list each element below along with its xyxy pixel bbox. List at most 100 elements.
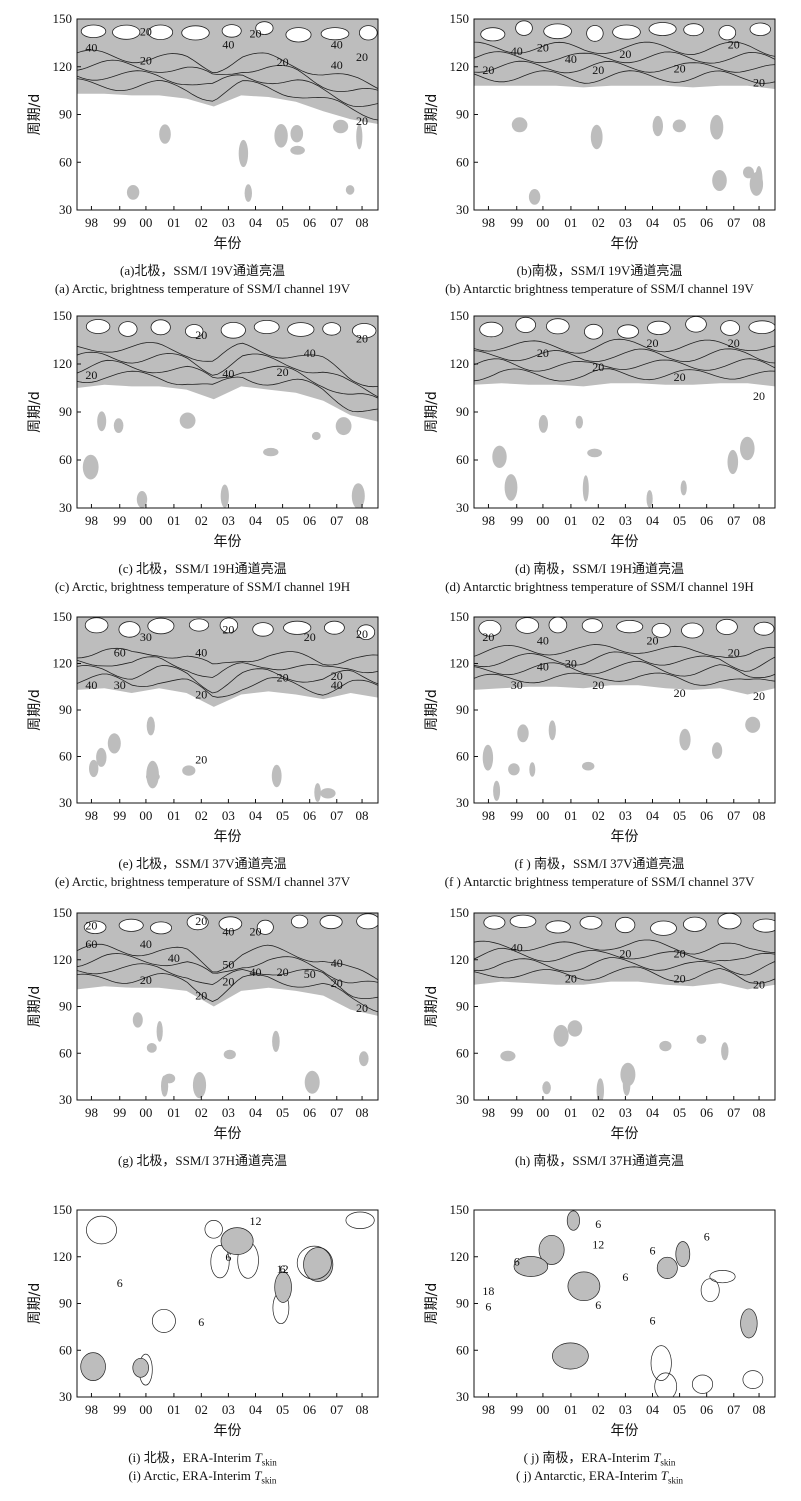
low-power-cell-e xyxy=(188,618,210,632)
contour-label-g: 40 xyxy=(331,956,343,970)
y-tick-label-b: 150 xyxy=(450,11,470,26)
power-band-h xyxy=(474,913,775,990)
contour-label-g: 20 xyxy=(140,973,152,987)
contour-label-b: 20 xyxy=(753,76,765,90)
significance-patch-h xyxy=(596,1078,604,1100)
contour-ring-i xyxy=(303,1247,334,1282)
significance-patch-g xyxy=(192,1072,207,1099)
low-power-cell-f xyxy=(548,617,568,634)
low-power-cell-b xyxy=(683,23,704,37)
y-tick-label-i: 90 xyxy=(59,1296,72,1311)
y-tick-label-f: 120 xyxy=(450,656,470,671)
significance-patch-a xyxy=(238,139,249,168)
x-tick-label-d: 02 xyxy=(592,513,605,528)
y-axis-label-g: 周期/d xyxy=(27,986,43,1028)
y-axis-label-b: 周期/d xyxy=(424,94,440,136)
y-tick-label-h: 150 xyxy=(450,905,470,920)
y-tick-label-e: 120 xyxy=(53,656,73,671)
contour-line-a xyxy=(77,49,378,89)
low-power-cell-g xyxy=(256,919,274,935)
low-power-cell-b xyxy=(515,20,533,36)
y-tick-label-a: 30 xyxy=(59,202,72,217)
y-tick-label-f: 60 xyxy=(456,749,469,764)
y-tick-label-j: 150 xyxy=(450,1202,470,1217)
contour-label-i: 6 xyxy=(280,1262,286,1276)
x-tick-label-g: 98 xyxy=(85,1105,98,1120)
x-tick-label-c: 08 xyxy=(356,513,369,528)
contour-label-e: 20 xyxy=(304,630,316,644)
contour-line-a xyxy=(77,59,378,92)
caption-en-i: (i) Arctic, ERA-Interim Tskin xyxy=(128,1468,277,1486)
contour-label-g: 20 xyxy=(195,989,207,1003)
caption-variable: T xyxy=(254,1468,262,1483)
contour-ring-i xyxy=(296,1245,332,1280)
low-power-cell-f xyxy=(581,618,603,633)
low-power-cell-a xyxy=(320,27,350,41)
contour-ring-i xyxy=(345,1211,375,1229)
significance-patch-e xyxy=(89,759,99,778)
plot-area-e xyxy=(77,617,378,802)
low-power-cell-e xyxy=(252,622,274,637)
low-power-cell-g xyxy=(186,914,209,931)
contour-ring-j xyxy=(675,1241,691,1268)
contour-label-b: 20 xyxy=(482,63,494,77)
y-tick-label-b: 120 xyxy=(450,59,470,74)
significance-patch-h xyxy=(721,1042,729,1061)
significance-patch-b xyxy=(511,117,528,133)
y-tick-label-a: 90 xyxy=(59,107,72,122)
contour-label-d: 20 xyxy=(647,336,659,350)
contour-line-f xyxy=(474,651,775,672)
x-tick-label-b: 02 xyxy=(592,215,605,230)
significance-patch-h xyxy=(542,1081,551,1095)
significance-patch-g xyxy=(272,1030,280,1052)
significance-patch-g xyxy=(304,1070,320,1094)
significance-patch-a xyxy=(290,125,304,143)
x-tick-label-i: 04 xyxy=(249,1402,263,1417)
plot-area-b xyxy=(474,19,775,205)
y-tick-label-e: 60 xyxy=(59,749,72,764)
significance-patch-c xyxy=(351,483,365,508)
x-tick-label-g: 05 xyxy=(276,1105,289,1120)
y-tick-label-c: 120 xyxy=(53,356,73,371)
y-tick-label-h: 120 xyxy=(450,952,470,967)
contour-label-c: 40 xyxy=(222,367,234,381)
significance-patch-c xyxy=(179,412,196,429)
contour-line-h xyxy=(474,947,775,962)
y-axis-label-i: 周期/d xyxy=(27,1283,43,1325)
low-power-cell-b xyxy=(480,27,506,42)
significance-patch-a xyxy=(274,124,288,148)
significance-patch-d xyxy=(587,448,602,458)
x-tick-label-c: 98 xyxy=(85,513,98,528)
caption-cn-e: (e) 北极，SSM/I 37V通道亮温 xyxy=(118,856,287,871)
x-tick-label-b: 04 xyxy=(646,215,660,230)
panel-j: 6 18 6 6 12 6 6 6 6 6 30 60 90 120 150 98 99 00 01 02 03 04 05… xyxy=(424,1202,776,1439)
x-axis-label-h: 年份 xyxy=(611,1126,639,1142)
x-tick-label-f: 07 xyxy=(727,808,741,823)
significance-patch-b xyxy=(710,114,724,140)
x-tick-label-e: 00 xyxy=(139,808,152,823)
significance-patch-d xyxy=(646,490,653,508)
significance-patch-g xyxy=(156,1021,163,1042)
low-power-cell-h xyxy=(682,916,707,932)
contour-ring-j xyxy=(513,1256,549,1277)
x-tick-label-b: 08 xyxy=(753,215,766,230)
significance-patch-d xyxy=(575,415,583,429)
x-tick-label-b: 07 xyxy=(727,215,741,230)
contour-line-d xyxy=(474,358,775,372)
contour-ring-i xyxy=(151,1308,176,1333)
x-tick-label-f: 04 xyxy=(646,808,660,823)
contour-label-e: 20 xyxy=(195,753,207,767)
significance-patch-c xyxy=(220,484,229,508)
low-power-cell-d xyxy=(583,323,604,340)
contour-label-g: 20 xyxy=(277,965,289,979)
y-tick-label-f: 30 xyxy=(456,795,469,810)
significance-patch-d xyxy=(582,475,589,502)
low-power-cell-a xyxy=(112,24,141,40)
x-tick-label-b: 00 xyxy=(536,215,549,230)
x-tick-label-i: 00 xyxy=(139,1402,152,1417)
x-tick-label-h: 03 xyxy=(619,1105,632,1120)
y-tick-label-c: 90 xyxy=(59,404,72,419)
x-tick-label-a: 04 xyxy=(249,215,263,230)
contour-label-f: 20 xyxy=(728,646,740,660)
